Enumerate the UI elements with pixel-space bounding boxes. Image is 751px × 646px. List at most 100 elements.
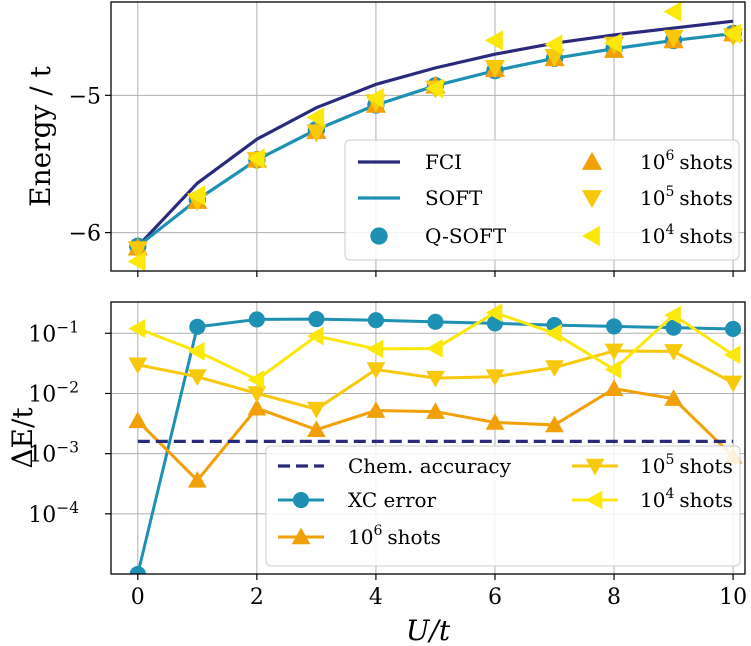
top-y-tick-label: −5 [69,84,101,109]
top-point-shots1e4 [127,251,146,272]
bottom-legend-label: XC error [348,488,437,512]
bottom-point-shots1e6 [604,379,624,396]
bottom-y-axis-label: ΔE/t [6,407,39,469]
bottom-y-tick-label-exponent: −2 [56,378,79,396]
bottom-y-tick-label-exponent: −3 [56,439,79,457]
top-point-shots1e4 [306,107,325,128]
bottom-legend-swatch-marker [585,458,605,476]
bottom-legend-label-exponent: 4 [665,486,674,502]
bottom-point-shots1e5 [366,362,386,379]
bottom-point-soft [248,311,265,328]
top-point-shots1e5 [663,29,684,48]
top-point-shots1e4 [484,30,503,51]
bottom-x-tick-label: 8 [607,585,621,610]
bottom-point-shots1e5 [247,386,267,403]
bottom-point-shots1e6 [545,415,564,433]
bottom-y-tick-label: 10−2 [28,378,79,407]
bottom-point-shots1e4 [128,319,146,338]
bottom-y-tick-label: 10−3 [28,439,79,468]
bottom-point-shots1e5 [307,401,326,419]
bottom-point-shots1e6 [485,413,505,430]
bottom-legend-label-suffix: shots [679,488,733,512]
bottom-y-tick-label-base: 10 [28,322,56,347]
bottom-point-shots1e6 [366,401,386,418]
top-legend-label-suffix: shots [679,150,733,174]
bottom-point-shots1e4 [307,326,324,346]
bottom-legend-swatch-marker [291,527,311,545]
top-plot-frame [110,1,746,272]
bottom-legend-label-suffix: shots [679,454,733,478]
bottom-legend-label: 105 shots [640,452,733,478]
top-legend-label: 104 shots [640,222,733,248]
top-point-shots1e4 [544,34,563,55]
bottom-point-shots1e4 [366,339,384,359]
bottom-y-tick-label: 10−4 [28,499,79,528]
top-legend-label-exponent: 5 [665,184,674,200]
bottom-point-shots1e5 [664,344,683,361]
top-series-fci [136,19,734,248]
bottom-legend-label-base: 10 [640,488,665,512]
bottom-point-shots1e4 [723,345,741,365]
bottom-legend-swatch-marker [292,491,310,509]
bottom-legend-label-base: 10 [640,454,665,478]
bottom-point-soft [725,320,742,338]
top-legend-label-suffix: shots [679,224,733,248]
bottom-legend-label-suffix: shots [387,525,441,549]
top-point-shots1e5 [306,124,327,143]
top-y-axis-label: Energy / t [24,65,57,206]
bottom-legend-label-exponent: 5 [665,452,674,468]
bottom-point-shots1e5 [128,357,148,375]
top-legend-label: FCI [425,150,462,174]
bottom-legend-label: 104 shots [640,486,733,512]
bottom-y-tick-label-exponent: −1 [56,318,79,336]
bottom-point-soft [665,319,682,336]
bottom-point-soft [129,565,146,574]
bottom-point-shots1e4 [604,360,622,379]
bottom-x-tick-label: 6 [488,585,502,610]
top-point-shots1e4 [663,1,682,22]
bottom-plot-frame [110,301,746,575]
bottom-x-axis-label: U/t [406,614,451,646]
top-point-shots1e4 [603,33,622,54]
bottom-point-shots1e4 [247,370,265,389]
bottom-point-shots1e5 [485,369,505,387]
bottom-point-shots1e4 [485,303,503,323]
bottom-x-tick-label: 10 [719,585,747,610]
top-legend-label: Q-SOFT [425,224,507,248]
bottom-point-soft [367,312,384,329]
bottom-legend-label-base: 10 [348,525,373,549]
bottom-point-shots1e5 [426,370,445,388]
bottom-point-shots1e5 [187,369,207,387]
top-series-10-4-shots [127,1,741,272]
top-point-shots1e4 [187,185,206,206]
bottom-point-soft [308,311,325,328]
top-point-shots1e4 [365,87,384,109]
bottom-point-shots1e4 [426,339,443,358]
bottom-y-tick-label-exponent: −4 [56,499,79,517]
bottom-point-soft [427,313,444,330]
bottom-point-shots1e4 [187,342,205,361]
top-point-shots1e5 [544,49,565,67]
bottom-y-tick-label-base: 10 [28,503,56,528]
bottom-point-shots1e5 [545,360,564,377]
top-legend-label-base: 10 [640,186,665,210]
bottom-point-shots1e6 [187,470,207,488]
bottom-legend-label: 106 shots [348,523,441,549]
top-y-tick-label: −6 [69,222,101,247]
top-point-shots1e5 [127,241,148,260]
top-legend-swatch [581,225,600,247]
bottom-point-shots1e4 [664,305,681,325]
bottom-y-tick-label-base: 10 [28,443,56,468]
bottom-point-shots1e6 [307,420,326,437]
bottom-point-shots1e4 [545,323,562,343]
top-legend-label-suffix: shots [679,186,733,210]
top-legend-label: 105 shots [640,184,733,210]
top-line-fci [136,19,734,248]
bottom-x-tick-label: 0 [131,585,145,610]
top-legend-label: SOFT [425,186,483,210]
top-legend-label-exponent: 6 [665,148,674,164]
